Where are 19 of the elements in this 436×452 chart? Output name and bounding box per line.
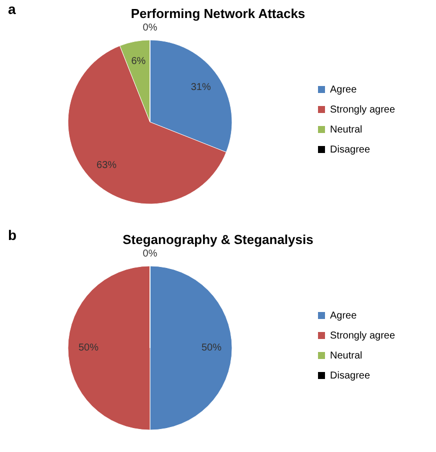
text: 0% bbox=[142, 22, 158, 34]
text: b bbox=[8, 227, 17, 243]
legend-label: Disagree bbox=[330, 370, 370, 382]
text: a bbox=[8, 1, 16, 17]
data-label: 31% bbox=[190, 82, 211, 94]
chart-title: Steganography & Steganalysis bbox=[122, 232, 314, 247]
data-label: 50% bbox=[201, 342, 222, 354]
legend-label: Agree bbox=[330, 84, 358, 96]
data-label: 50% bbox=[78, 342, 99, 354]
legend-label: Strongly agree bbox=[330, 330, 396, 342]
legend-label: Neutral bbox=[330, 350, 362, 362]
legend-label: Agree bbox=[330, 310, 358, 322]
data-label: 63% bbox=[96, 160, 117, 172]
legend-label: Neutral bbox=[330, 124, 362, 136]
data-label: 6% bbox=[131, 56, 146, 68]
text: 0% bbox=[142, 248, 158, 260]
chart-title: Performing Network Attacks bbox=[130, 6, 306, 21]
legend-label: Disagree bbox=[330, 144, 370, 156]
legend-label: Strongly agree bbox=[330, 104, 396, 116]
